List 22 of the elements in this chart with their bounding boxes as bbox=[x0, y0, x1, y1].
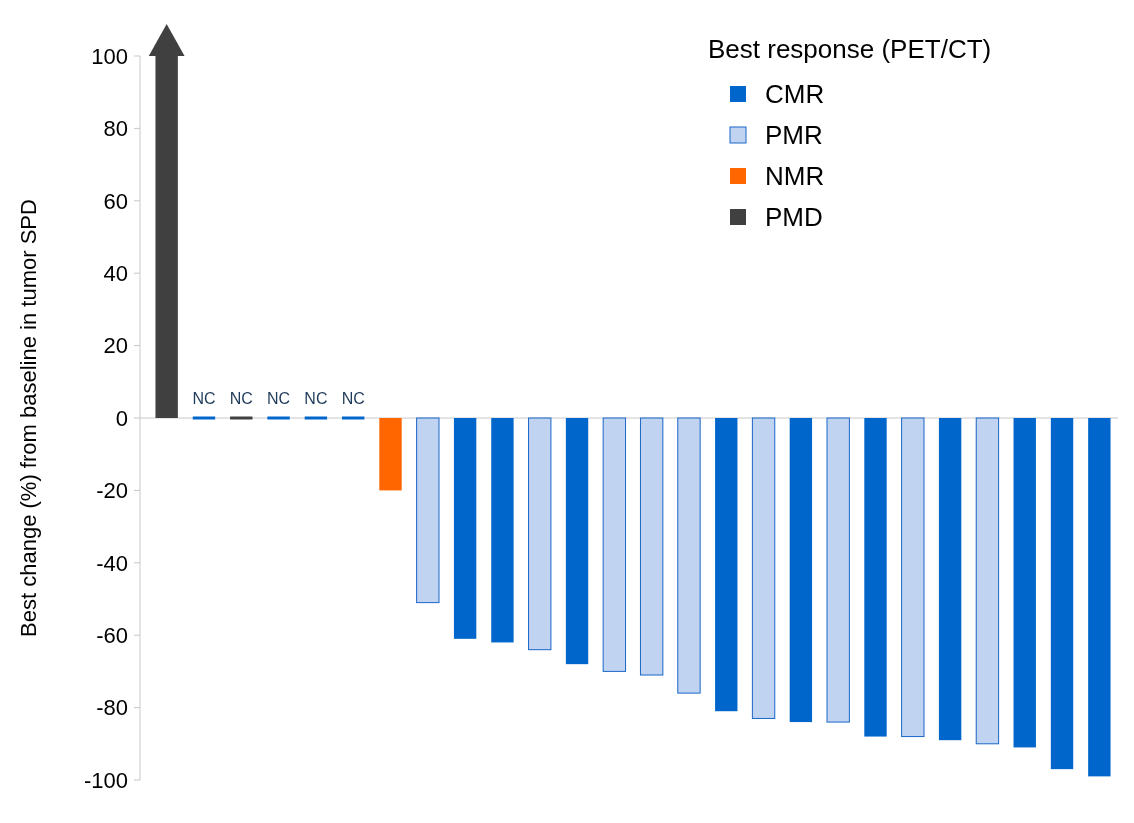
y-axis-title: Best change (%) from baseline in tumor SPD bbox=[16, 199, 41, 637]
text: NC bbox=[229, 390, 253, 407]
legend-label: NMR bbox=[765, 161, 825, 192]
y-tick-label: 20 bbox=[103, 333, 128, 359]
y-tick-label: -100 bbox=[83, 767, 128, 793]
y-tick-label: -40 bbox=[96, 550, 128, 576]
legend-label: PMR bbox=[765, 120, 823, 151]
y-tick-label: 60 bbox=[103, 188, 128, 214]
text: NC bbox=[304, 390, 328, 407]
legend-title: Best response (PET/CT) bbox=[708, 34, 992, 64]
y-tick-label: 0 bbox=[115, 405, 128, 431]
legend-label: PMD bbox=[765, 202, 823, 233]
y-tick-label: 40 bbox=[103, 260, 128, 286]
text: NC bbox=[267, 390, 291, 407]
text: NC bbox=[192, 390, 216, 407]
y-tick-label: 80 bbox=[103, 116, 128, 142]
legend-label: CMR bbox=[765, 79, 825, 110]
y-tick-label: -60 bbox=[96, 622, 128, 648]
text: NC bbox=[341, 390, 365, 407]
y-tick-label: 100 bbox=[91, 43, 128, 69]
y-tick-label: -80 bbox=[96, 695, 128, 721]
y-tick-label: -20 bbox=[96, 478, 128, 504]
